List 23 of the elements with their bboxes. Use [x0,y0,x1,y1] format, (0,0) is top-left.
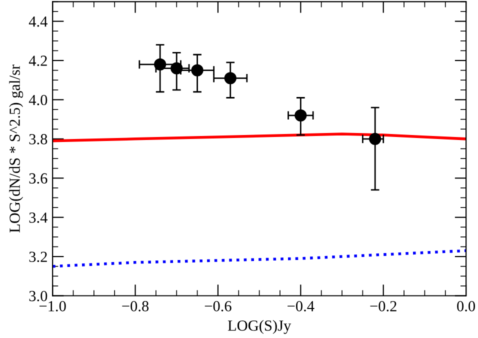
y-tick-label: 3.6 [29,173,48,184]
point [191,64,204,76]
y-tick-label: 3.2 [29,252,47,262]
y-tick-label: 3.8 [29,134,48,144]
x-tick-label: −0.8 [122,301,149,312]
point [224,72,236,84]
x-tick-label: 0.0 [457,301,476,312]
y-tick-label: 4.4 [28,16,48,27]
x-tick-label: −0.6 [204,301,232,312]
y-tick-label: 3.0 [29,290,48,302]
y-tick-label: 4.2 [28,56,47,66]
point [369,132,382,145]
line-series [52,249,466,268]
line-series [52,132,466,142]
x-tick-label: −0.4 [288,301,314,312]
y-axis-title: LOG(dN/dS * S^2.5) gal/sr [9,64,24,232]
y-tick-label: 3.4 [29,212,48,223]
y-tick-label: 4.0 [28,94,48,106]
x-tick-label: −1.0 [39,301,66,312]
point [294,109,307,122]
x-tick-label: −0.2 [370,301,396,312]
x-axis-title: LOG(S)Jy [228,320,292,334]
point [154,58,166,70]
